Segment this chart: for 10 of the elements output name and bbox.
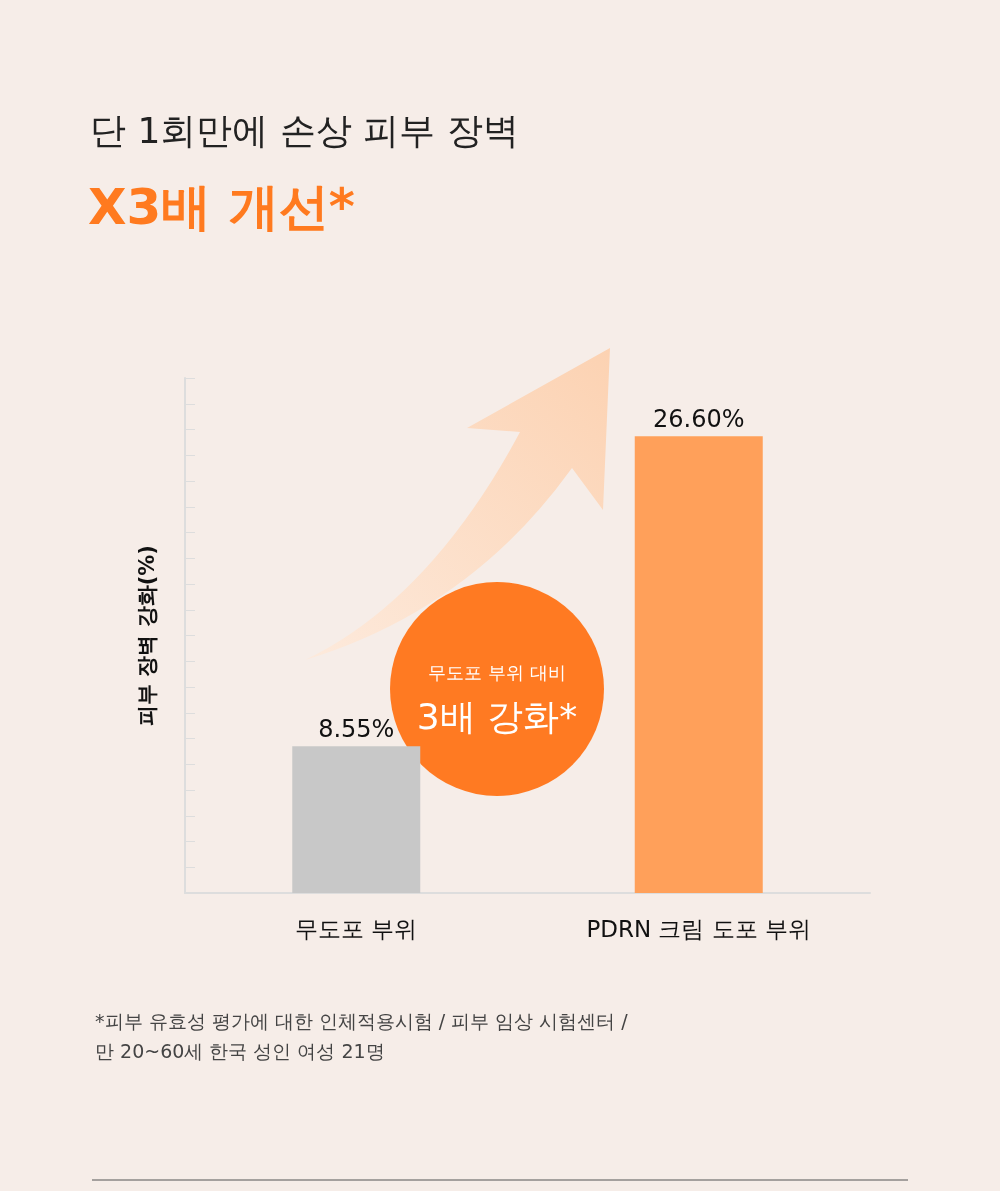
text: *피부 유효성 평가에 대한 인체적용시험 / 피부 임상 시험센터 / 만 20~60세 한국 성인 여성 21명 — [95, 1010, 629, 1062]
x-tick-label: 무도포 부위 — [295, 915, 418, 942]
x-tick-label: PDRN 크림 도포 부위 — [586, 915, 812, 942]
chart-title: 단 1회만에 손상 피부 장벽 — [90, 109, 519, 151]
data-label: 26.60% — [652, 405, 745, 434]
y-axis-title: 피부 장벽 강화(%) — [134, 545, 159, 726]
annotation: 무도포 부위 대비 — [428, 661, 566, 683]
annotation: 3배 강화* — [416, 695, 578, 737]
data-label: 8.55% — [318, 715, 395, 744]
chart-subtitle: X3배 개선* — [88, 178, 355, 236]
